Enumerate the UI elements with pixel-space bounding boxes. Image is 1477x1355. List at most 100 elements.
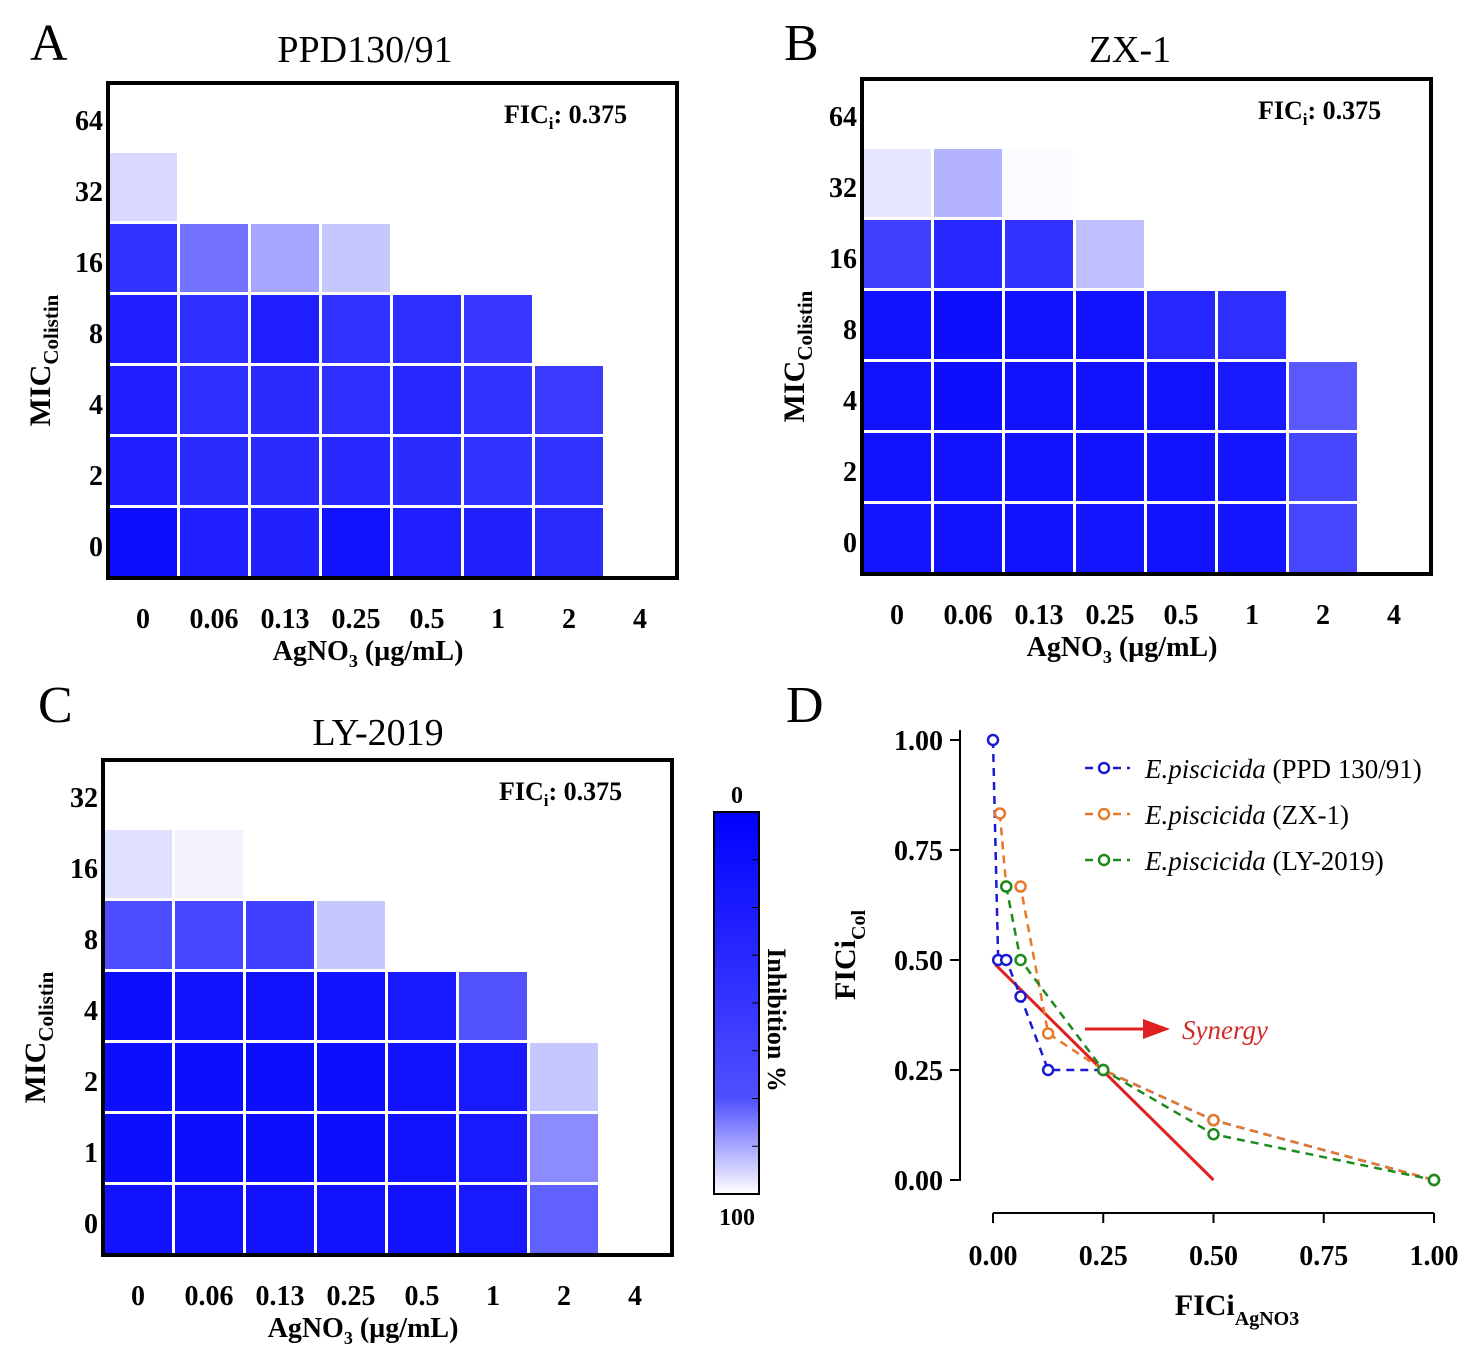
heatmap-cell — [317, 1043, 385, 1111]
heatmap-cell — [1218, 362, 1286, 430]
heatmap-cell — [1218, 433, 1286, 501]
heatmap-cell — [388, 1043, 456, 1111]
y-tick-label: 0 — [89, 532, 103, 563]
x-tick-label: 0.25 — [1079, 1241, 1128, 1272]
heatmap-cell — [1076, 362, 1144, 430]
x-tick-label: 0.25 — [327, 1281, 376, 1312]
y-tick-label: 1.00 — [894, 726, 943, 757]
heatmap-cell — [1005, 149, 1073, 217]
panel-title: LY-2019 — [312, 712, 443, 754]
heatmap-A — [109, 153, 603, 576]
heatmap-cell — [104, 972, 172, 1040]
heatmap-cell — [175, 1185, 243, 1253]
heatmap-cell — [863, 362, 931, 430]
x-tick-label: 0.06 — [944, 600, 993, 631]
heatmap-cell — [104, 1114, 172, 1182]
y-axis-label: MICColistin — [778, 290, 817, 422]
heatmap-cell — [251, 295, 319, 363]
heatmap-cell — [175, 1114, 243, 1182]
x-tick-label: 0 — [131, 1281, 145, 1312]
heatmap-cell — [251, 508, 319, 576]
x-tick-label: 0 — [890, 600, 904, 631]
heatmap-cell — [180, 295, 248, 363]
y-tick-label: 2 — [89, 461, 103, 492]
heatmap-cell — [535, 366, 603, 434]
heatmap-cell — [317, 1114, 385, 1182]
legend-entry: E.piscicida (PPD 130/91) — [1144, 754, 1422, 784]
heatmap-cell — [1005, 504, 1073, 572]
y-tick-label: 16 — [829, 244, 857, 275]
y-tick-label: 64 — [829, 102, 857, 133]
y-tick-label: 8 — [843, 315, 857, 346]
x-tick-label: 0.06 — [190, 604, 239, 635]
y-tick-label: 0.50 — [894, 946, 943, 977]
data-point — [1041, 1027, 1055, 1040]
heatmap-C — [104, 830, 598, 1253]
data-point — [1014, 880, 1027, 893]
x-tick-label: 0.13 — [261, 604, 310, 635]
heatmap-cell — [535, 508, 603, 576]
data-point — [999, 880, 1013, 893]
heatmap-cell — [1147, 291, 1215, 359]
heatmap-cell — [317, 972, 385, 1040]
panel-letter: D — [786, 677, 824, 734]
arrow-head-icon — [1143, 1019, 1170, 1039]
heatmap-cell — [388, 972, 456, 1040]
y-tick-label: 2 — [84, 1067, 98, 1098]
heatmap-cell — [388, 1185, 456, 1253]
heatmap-cell — [109, 437, 177, 505]
plot-frame — [860, 77, 1433, 576]
heatmap-cell — [1076, 291, 1144, 359]
y-tick-label: 0.75 — [894, 836, 943, 867]
heatmap-cell — [459, 1043, 527, 1111]
data-point — [993, 807, 1007, 820]
x-tick-label: 0.06 — [185, 1281, 234, 1312]
heatmap-cell — [322, 437, 390, 505]
x-tick-label: 0.13 — [1015, 600, 1064, 631]
data-point — [1041, 1063, 1055, 1077]
heatmap-cell — [317, 901, 385, 969]
heatmap-cell — [1005, 362, 1073, 430]
legend-entry: E.piscicida (ZX-1) — [1144, 800, 1349, 830]
heatmap-cell — [109, 153, 177, 221]
heatmap-cell — [863, 433, 931, 501]
x-axis-label: AgNO3 (µg/mL) — [268, 1313, 459, 1348]
heatmap-cell — [863, 149, 931, 217]
heatmap-cell — [464, 295, 532, 363]
heatmap-cell — [180, 437, 248, 505]
heatmap-cell — [1147, 504, 1215, 572]
heatmap-cell — [1005, 220, 1073, 288]
x-tick-label: 0.13 — [256, 1281, 305, 1312]
x-tick-label: 0.25 — [1086, 600, 1135, 631]
heatmap-B — [863, 149, 1357, 572]
heatmap-cell — [109, 366, 177, 434]
heatmap-cell — [464, 366, 532, 434]
x-tick-label: 0.5 — [405, 1281, 440, 1312]
heatmap-cell — [322, 508, 390, 576]
x-axis-label: AgNO3 (µg/mL) — [1027, 632, 1218, 667]
y-tick-label: 4 — [843, 386, 857, 417]
legend-marker — [1097, 807, 1111, 821]
y-axis-label: FICiCol — [829, 910, 870, 1000]
heatmap-cell — [863, 291, 931, 359]
data-point — [1427, 1173, 1441, 1187]
heatmap-cell — [175, 901, 243, 969]
y-tick-label: 32 — [75, 177, 103, 208]
x-axis-label: AgNO3 (µg/mL) — [273, 636, 464, 671]
heatmap-cell — [530, 1114, 598, 1182]
y-tick-label: 0.25 — [894, 1056, 943, 1087]
legend-entry: E.piscicida (LY-2019) — [1144, 846, 1384, 876]
panel-title: PPD130/91 — [277, 29, 452, 71]
heatmap-cell — [459, 1114, 527, 1182]
heatmap-cell — [1005, 291, 1073, 359]
heatmap-cell — [934, 504, 1002, 572]
heatmap-cell — [1005, 433, 1073, 501]
y-axis-label: MICColistin — [19, 971, 58, 1103]
heatmap-cell — [530, 1043, 598, 1111]
y-tick-label: 0.00 — [894, 1166, 943, 1197]
heatmap-cell — [251, 437, 319, 505]
y-tick-label: 0 — [84, 1209, 98, 1240]
heatmap-cell — [246, 1185, 314, 1253]
